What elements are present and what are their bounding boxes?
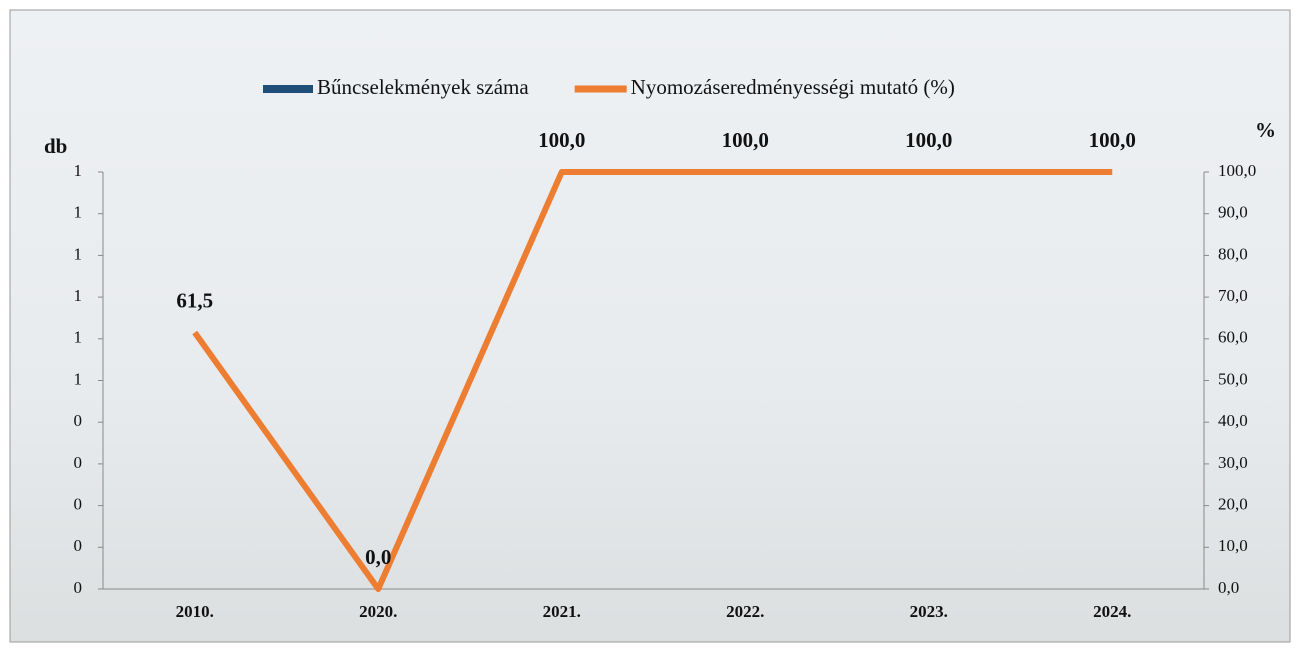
data-label: 100,0 [1089, 128, 1136, 152]
y-tick-label: 1 [74, 369, 83, 388]
x-tick-label: 2022. [726, 602, 764, 621]
legend-label: Bűncselekmények száma [317, 75, 529, 99]
x-tick-label: 2010. [176, 602, 214, 621]
y2-tick-label: 20,0 [1218, 495, 1248, 514]
chart: db % 000001111110,010,020,030,040,050,06… [0, 0, 1298, 654]
y-tick-label: 0 [74, 411, 83, 430]
y2-axis-title: % [1255, 118, 1276, 142]
y2-tick-label: 90,0 [1218, 203, 1248, 222]
chart-frame [10, 10, 1290, 642]
y2-tick-label: 40,0 [1218, 411, 1248, 430]
y-tick-label: 0 [74, 453, 83, 472]
data-label: 100,0 [905, 128, 952, 152]
y2-tick-label: 80,0 [1218, 244, 1248, 263]
x-tick-label: 2024. [1093, 602, 1131, 621]
y2-tick-label: 50,0 [1218, 369, 1248, 388]
y-tick-label: 0 [74, 495, 83, 514]
y-tick-label: 0 [74, 578, 83, 597]
data-label: 0,0 [365, 545, 391, 569]
data-label: 100,0 [538, 128, 585, 152]
y-tick-label: 1 [74, 161, 83, 180]
y2-tick-label: 70,0 [1218, 286, 1248, 305]
x-tick-label: 2021. [543, 602, 581, 621]
y-axis-title: db [44, 134, 67, 158]
y-tick-label: 0 [74, 536, 83, 555]
data-label: 61,5 [176, 288, 213, 312]
x-tick-label: 2020. [359, 602, 397, 621]
y-tick-label: 1 [74, 203, 83, 222]
y-tick-label: 1 [74, 286, 83, 305]
y-tick-label: 1 [74, 328, 83, 347]
y-tick-label: 1 [74, 244, 83, 263]
y2-tick-label: 10,0 [1218, 536, 1248, 555]
legend-swatch [263, 85, 313, 93]
data-label: 100,0 [722, 128, 769, 152]
y2-tick-label: 100,0 [1218, 161, 1256, 180]
y2-tick-label: 0,0 [1218, 578, 1239, 597]
legend-label: Nyomozáseredményességi mutató (%) [631, 75, 955, 99]
y2-tick-label: 60,0 [1218, 328, 1248, 347]
x-tick-label: 2023. [910, 602, 948, 621]
y2-tick-label: 30,0 [1218, 453, 1248, 472]
